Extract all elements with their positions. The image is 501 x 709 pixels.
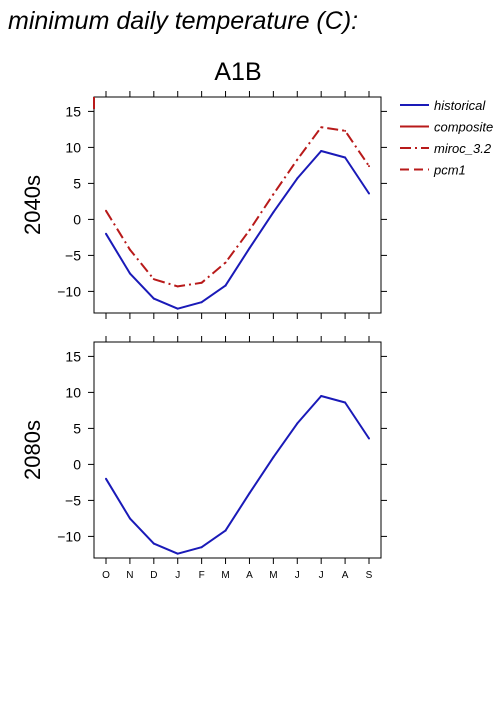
x-tick-label: N bbox=[126, 570, 133, 581]
data-point-historical bbox=[176, 307, 179, 310]
data-point-miroc_3.2 bbox=[344, 129, 347, 132]
data-point-historical bbox=[200, 546, 203, 549]
plot-frame bbox=[93, 96, 382, 314]
data-point-historical bbox=[368, 192, 370, 195]
data-point-historical bbox=[176, 552, 179, 555]
data-point-historical bbox=[128, 272, 131, 275]
data-point-historical bbox=[272, 456, 275, 459]
series-line-miroc_3.2 bbox=[105, 126, 370, 288]
legend-label: miroc_3.2 bbox=[434, 141, 492, 156]
y-tick-label: 5 bbox=[73, 175, 81, 191]
data-point-miroc_3.2 bbox=[176, 285, 179, 288]
data-point-miroc_3.2 bbox=[320, 126, 323, 129]
data-point-historical bbox=[224, 284, 227, 287]
x-tick-label: J bbox=[319, 570, 324, 581]
page-title: minimum daily temperature (C): bbox=[8, 7, 358, 35]
data-point-historical bbox=[368, 437, 370, 440]
y-tick-label: 0 bbox=[73, 456, 81, 472]
data-point-historical bbox=[152, 297, 155, 300]
chart-title: A1B bbox=[214, 58, 261, 86]
y-tick-label: 10 bbox=[65, 139, 81, 155]
data-point-historical bbox=[344, 401, 347, 404]
series-line-historical bbox=[105, 150, 370, 310]
x-tick-label: J bbox=[295, 570, 300, 581]
x-tick-label: M bbox=[269, 570, 277, 581]
x-tick-label: S bbox=[366, 570, 373, 581]
legend-label: historical bbox=[434, 98, 486, 113]
y-tick-label: 10 bbox=[65, 384, 81, 400]
y-tick-label: −5 bbox=[65, 492, 81, 508]
x-tick-label: A bbox=[342, 570, 349, 581]
data-point-historical bbox=[105, 232, 107, 235]
y-tick-label: −5 bbox=[65, 247, 81, 263]
legend-label: composite bbox=[434, 120, 493, 135]
data-point-historical bbox=[296, 422, 299, 425]
x-tick-label: M bbox=[221, 570, 229, 581]
data-point-miroc_3.2 bbox=[272, 193, 275, 196]
y-tick-label: 15 bbox=[65, 103, 81, 119]
data-point-historical bbox=[152, 542, 155, 545]
plot-frame bbox=[93, 341, 382, 559]
data-point-historical bbox=[320, 150, 323, 152]
data-point-historical bbox=[105, 477, 107, 480]
x-tick-label: J bbox=[175, 570, 180, 581]
data-point-miroc_3.2 bbox=[224, 261, 227, 264]
panel-label: 2080s bbox=[20, 420, 45, 480]
legend-label: pcm1 bbox=[433, 163, 466, 178]
x-tick-label: O bbox=[102, 570, 110, 581]
y-tick-label: −10 bbox=[57, 528, 81, 544]
data-point-historical bbox=[248, 492, 251, 495]
y-tick-label: −10 bbox=[57, 283, 81, 299]
data-point-historical bbox=[128, 517, 131, 520]
data-point-historical bbox=[224, 529, 227, 532]
data-point-miroc_3.2 bbox=[200, 281, 203, 284]
data-point-historical bbox=[344, 156, 347, 159]
data-point-miroc_3.2 bbox=[105, 209, 107, 212]
series-line-historical bbox=[105, 395, 370, 555]
y-tick-label: 0 bbox=[73, 211, 81, 227]
data-point-historical bbox=[296, 177, 299, 180]
x-tick-label: D bbox=[150, 570, 157, 581]
y-tick-label: 15 bbox=[65, 348, 81, 364]
panel-2040s: −10 −5 0 5 10 15 2040s bbox=[20, 91, 387, 319]
data-point-miroc_3.2 bbox=[248, 229, 251, 232]
y-tick-label: 5 bbox=[73, 420, 81, 436]
data-point-historical bbox=[272, 211, 275, 214]
data-point-historical bbox=[200, 301, 203, 304]
data-point-historical bbox=[320, 395, 323, 397]
data-point-miroc_3.2 bbox=[296, 158, 299, 161]
panel-label: 2040s bbox=[20, 175, 45, 235]
data-point-miroc_3.2 bbox=[368, 165, 370, 168]
x-tick-label: F bbox=[199, 570, 205, 581]
panel-2080s: −10 −5 0 5 10 15 O N D J F M A M J J A S 2080s bbox=[20, 336, 387, 581]
data-point-historical bbox=[248, 247, 251, 250]
data-point-miroc_3.2 bbox=[128, 248, 131, 251]
x-tick-label: A bbox=[246, 570, 253, 581]
data-point-miroc_3.2 bbox=[152, 278, 155, 281]
